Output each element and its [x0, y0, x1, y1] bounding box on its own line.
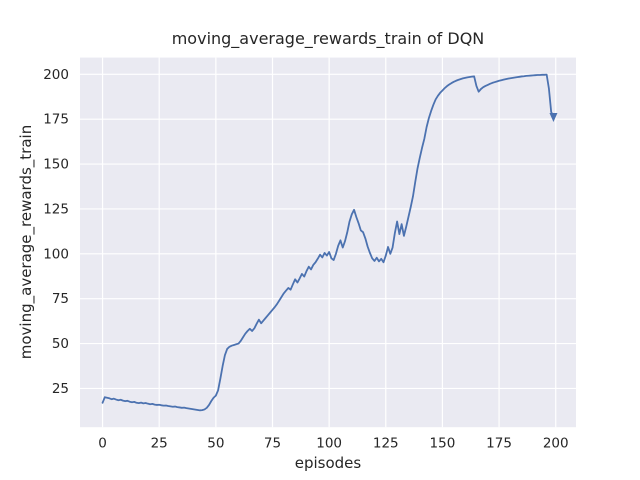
y-tick-label: 75 — [52, 291, 69, 307]
reward-line — [101, 73, 555, 412]
x-tick-label: 0 — [98, 436, 107, 452]
x-tick-label: 150 — [430, 436, 456, 452]
x-tick-label: 125 — [373, 436, 399, 452]
y-tick-label: 200 — [43, 67, 69, 83]
y-tick-label: 100 — [43, 246, 69, 262]
x-tick-label: 75 — [264, 436, 281, 452]
y-tick-label: 175 — [43, 112, 69, 128]
x-axis-label: episodes — [294, 454, 362, 472]
chart-title: moving_average_rewards_train of DQN — [171, 29, 485, 48]
y-tick-label: 125 — [43, 201, 69, 217]
x-tick-label: 200 — [543, 436, 569, 452]
x-tick-label: 50 — [207, 436, 224, 452]
y-tick-label: 150 — [43, 157, 69, 173]
plot-area — [80, 57, 576, 428]
y-axis-label: moving_average_rewards_train — [17, 124, 35, 360]
x-tick-label: 100 — [316, 436, 342, 452]
y-tick-label: 25 — [52, 381, 69, 397]
x-tick-label: 25 — [151, 436, 168, 452]
y-tick-label: 50 — [52, 336, 69, 352]
x-tick-label: 175 — [486, 436, 512, 452]
line-end-arrowhead — [549, 112, 558, 122]
